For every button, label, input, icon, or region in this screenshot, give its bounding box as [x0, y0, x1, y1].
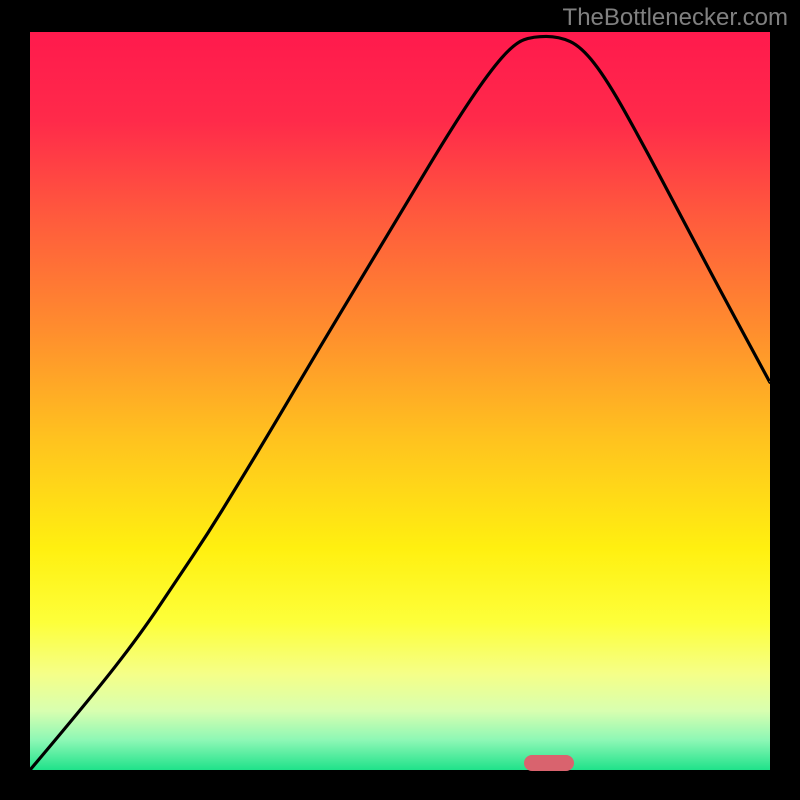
- chart-curve-line: [30, 32, 770, 770]
- optimal-marker: [524, 755, 574, 771]
- bottleneck-chart: [30, 32, 770, 770]
- watermark-text: TheBottlenecker.com: [563, 4, 788, 32]
